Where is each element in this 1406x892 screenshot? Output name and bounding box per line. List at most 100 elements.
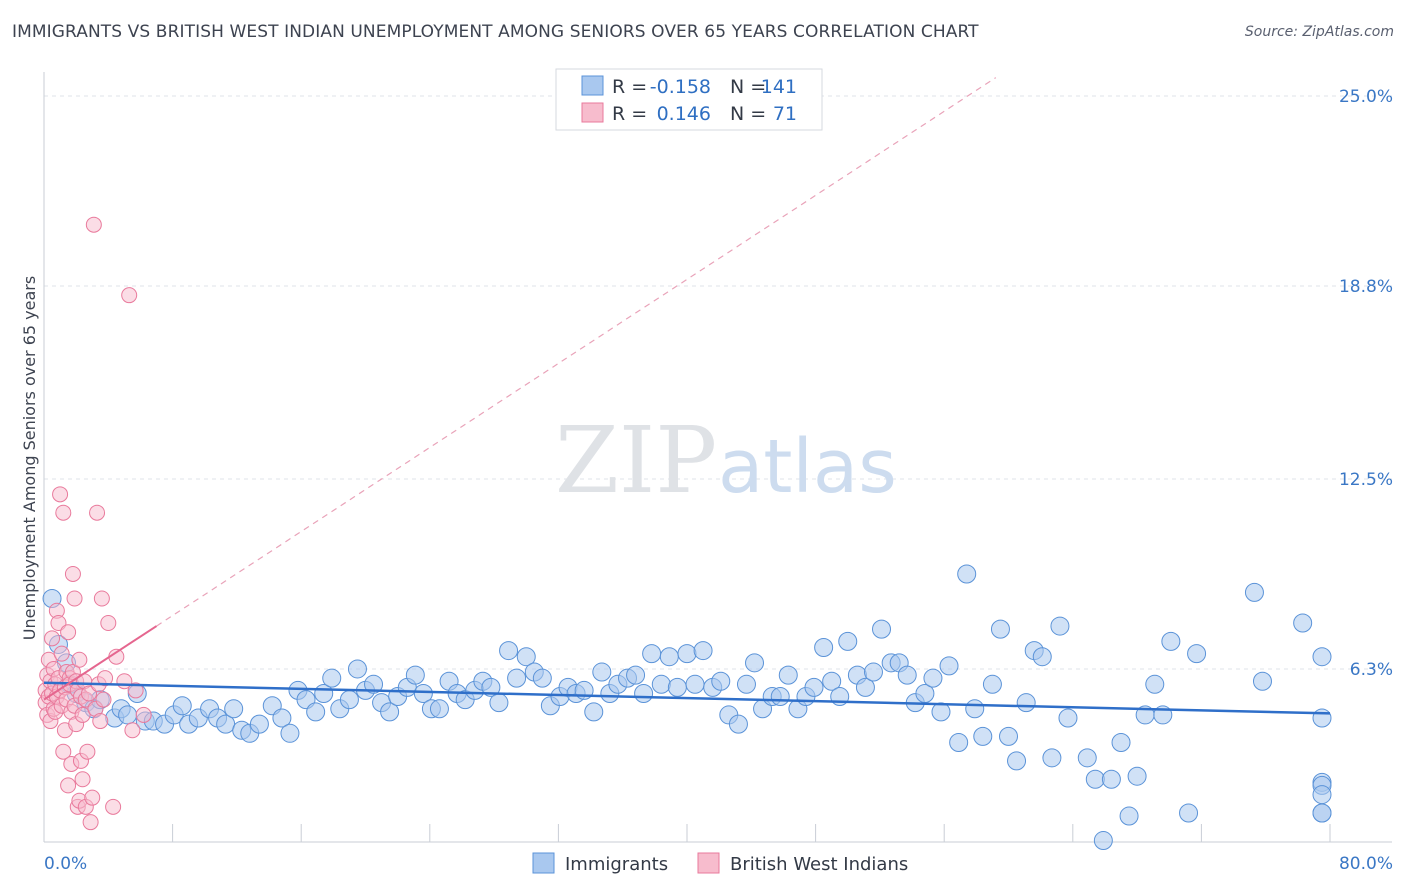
immigrants-point-101 (897, 665, 917, 685)
immigrants-point-108 (957, 564, 977, 584)
immigrants-point-113 (999, 726, 1018, 746)
immigrants-point-92 (822, 671, 842, 691)
immigrants-point-97 (863, 662, 883, 682)
immigrants-point-105 (931, 702, 951, 722)
immigrants-point-143 (1312, 803, 1332, 823)
immigrants-point-114 (1007, 751, 1027, 771)
british-west-indians-point-66 (121, 287, 138, 304)
british-west-indians-point-17 (50, 615, 67, 632)
british-west-indians-point-29 (60, 624, 77, 641)
british-west-indians-point-52 (81, 685, 98, 702)
british-west-indians-point-46 (74, 706, 91, 723)
immigrants-point-111 (982, 674, 1002, 694)
british-west-indians-trend-dashed (156, 77, 997, 627)
source-credit: Source: ZipAtlas.com (1244, 24, 1394, 40)
immigrants-point-43 (405, 665, 425, 685)
british-west-indians-point-68 (127, 682, 144, 699)
immigrants-point-109 (965, 699, 985, 719)
british-west-indians-point-9 (44, 630, 61, 647)
immigrants-point-118 (1042, 748, 1062, 768)
legend-swatch-immigrants (581, 75, 604, 96)
british-west-indians-point-42 (71, 651, 88, 668)
bottom-legend-swatch-british-west-indians (697, 852, 720, 874)
british-west-indians-point-34 (64, 565, 81, 582)
immigrants-point-107 (949, 733, 969, 753)
x-tick-label-1: 80.0% (1339, 854, 1393, 874)
immigrants-point-127 (1127, 766, 1147, 786)
british-west-indians-point-63 (105, 798, 122, 815)
immigrants-point-25 (249, 714, 269, 734)
immigrants-point-136 (1293, 613, 1313, 633)
correlation-legend: R = -0.158 N = 141 R = 0.146 N = 71 (555, 68, 823, 131)
legend-r-value-british-west-indians: 0.146 (657, 103, 711, 125)
british-west-indians-point-61 (95, 691, 112, 708)
y-tick-label-0: 6.3% (1350, 660, 1393, 680)
immigrants-point-56 (516, 647, 536, 667)
bottom-legend-swatch-immigrants (532, 852, 555, 874)
legend-r-value-immigrants: -0.158 (650, 76, 711, 98)
immigrants-point-40 (380, 702, 400, 722)
immigrants-point-139 (1312, 647, 1332, 667)
british-west-indians-point-55 (85, 216, 102, 233)
axes (43, 72, 1392, 843)
immigrants-point-91 (814, 638, 834, 658)
immigrants-point-124 (1101, 769, 1121, 789)
british-west-indians-trend-extension (156, 77, 997, 627)
immigrants-point-76 (685, 674, 705, 694)
british-west-indians-point-37 (66, 590, 83, 607)
legend-n-value-british-west-indians: 71 (773, 103, 797, 125)
british-west-indians-point-53 (82, 814, 99, 831)
gridlines (44, 95, 1392, 670)
british-west-indians-point-47 (74, 771, 91, 788)
immigrants-point-71 (642, 644, 662, 664)
immigrants-point-133 (1187, 644, 1207, 664)
immigrants-point-82 (736, 674, 756, 694)
immigrants-point-75 (677, 644, 697, 664)
immigrants-point-27 (272, 708, 292, 728)
british-west-indians-point-70 (100, 615, 117, 632)
immigrants-point-33 (322, 668, 342, 688)
immigrants-point-58 (532, 668, 552, 688)
british-west-indians-points (37, 216, 152, 831)
bottom-legend: Immigrants British West Indians (532, 852, 908, 875)
immigrants-point-135 (1252, 671, 1272, 691)
british-west-indians-point-28 (60, 777, 77, 794)
immigrants-point-79 (711, 671, 731, 691)
y-tick-label-1: 12.5% (1339, 470, 1393, 490)
immigrants-point-77 (693, 641, 713, 661)
immigrants-point-81 (728, 714, 748, 734)
immigrants-point-35 (339, 690, 359, 710)
british-west-indians-trend-line (43, 625, 158, 701)
immigrants-point-123 (1093, 831, 1113, 851)
immigrants-point-121 (1077, 748, 1097, 768)
immigrants-point-38 (364, 674, 384, 694)
british-west-indians-point-67 (124, 722, 141, 739)
immigrants-point-134 (1244, 582, 1264, 602)
immigrants-point-140 (1312, 708, 1332, 728)
british-west-indians-point-60 (93, 590, 110, 607)
immigrants-point-72 (651, 674, 671, 694)
immigrants-point-117 (1032, 647, 1052, 667)
immigrants-point-129 (1145, 674, 1165, 694)
immigrants-point-126 (1119, 806, 1139, 826)
legend-swatch-british-west-indians (581, 102, 604, 123)
british-west-indians-point-22 (55, 743, 72, 760)
immigrants-point-69 (626, 665, 646, 685)
immigrants-point-36 (347, 659, 367, 679)
immigrants-trend-line (43, 681, 1331, 715)
legend-r-label-british-west-indians: R = (612, 103, 647, 125)
legend-n-label-immigrants: N = (730, 76, 766, 98)
british-west-indians-point-57 (89, 504, 106, 521)
legend-n-label-british-west-indians: N = (730, 103, 766, 125)
immigrants-point-120 (1058, 708, 1078, 728)
immigrants-point-52 (481, 677, 501, 697)
immigrants-point-73 (659, 647, 679, 667)
immigrants-point-83 (745, 653, 765, 673)
watermark-atlas: atlas (718, 424, 897, 510)
watermark-zip: ZIP (555, 407, 717, 514)
immigrants-point-70 (634, 683, 654, 703)
immigrants-point-104 (923, 668, 943, 688)
trend-lines (43, 625, 1331, 715)
chart-title: IMMIGRANTS VS BRITISH WEST INDIAN UNEMPL… (12, 22, 979, 42)
